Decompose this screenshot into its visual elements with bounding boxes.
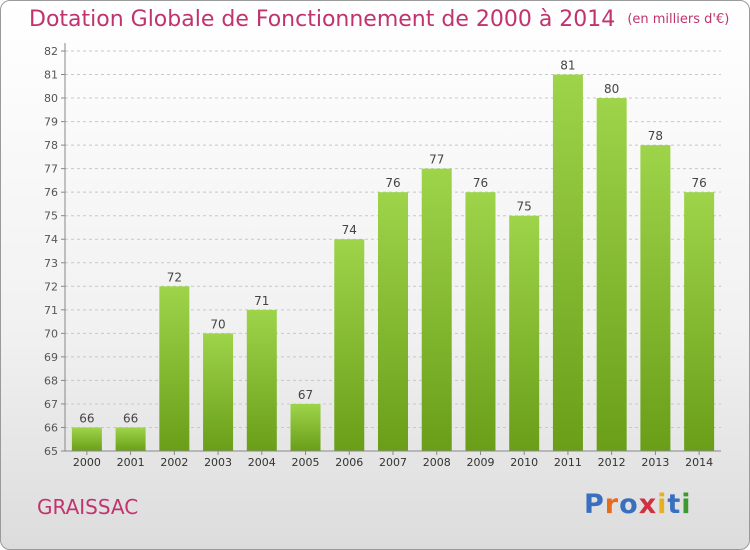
x-tick-label: 2008 [423,456,451,469]
x-tick-label: 2002 [160,456,188,469]
bar-value-label: 72 [167,270,182,284]
x-tick-label: 2003 [204,456,232,469]
bar-value-label: 66 [79,411,94,425]
logo-letter: x [638,489,658,520]
bar-value-label: 66 [123,411,138,425]
x-tick-label: 2004 [248,456,276,469]
x-tick-label: 2012 [598,456,626,469]
bar-value-label: 77 [429,153,444,167]
city-name: GRAISSAC [37,495,139,519]
bar-value-label: 76 [385,176,400,190]
x-tick-label: 2001 [117,456,145,469]
x-tick-label: 2006 [335,456,363,469]
y-tick-label: 72 [44,280,58,293]
bars: 66 66 72 70 71 67 74 76 77 76 75 81 80 78 76 [71,59,715,452]
x-tick-label: 2005 [292,456,320,469]
logo-letter: r [604,489,620,520]
x-tick-label: 2009 [466,456,494,469]
bar [684,192,715,452]
bar [465,192,496,452]
y-tick-label: 65 [44,445,58,458]
bar [203,333,234,451]
bar [378,192,408,452]
bar [509,215,540,451]
bar-value-label: 78 [648,129,663,143]
y-tick-label: 68 [44,374,58,387]
y-tick-label: 78 [44,139,58,152]
logo-letter: i [681,489,692,520]
y-tick-label: 75 [44,210,58,223]
bar [159,286,190,451]
y-tick-label: 82 [44,45,58,58]
bar-value-label: 74 [342,223,357,237]
title-text: Dotation Globale de Fonctionnement de 20… [29,7,616,32]
bar-value-label: 81 [560,59,575,73]
y-tick-label: 80 [44,92,58,105]
logo-letter: t [667,489,682,520]
bar-value-label: 76 [473,176,488,190]
logo-letter: o [619,489,639,520]
x-tick-label: 2007 [379,456,407,469]
y-tick-label: 70 [44,327,58,340]
bar [596,98,627,451]
bar-value-label: 75 [517,200,532,214]
bar-value-label: 70 [210,317,225,331]
x-tick-label: 2010 [510,456,538,469]
x-tick-label: 2011 [554,456,582,469]
x-tick-label: 2000 [73,456,101,469]
y-tick-label: 71 [44,304,58,317]
bar [115,427,146,451]
bar-value-label: 76 [691,176,706,190]
y-tick-label: 79 [44,116,58,129]
proxiti-logo[interactable]: Proxiti [584,489,692,520]
bar [246,309,277,451]
bar-value-label: 71 [254,294,269,308]
bar [640,145,671,451]
y-tick-label: 77 [44,163,58,176]
bar [71,427,102,451]
y-tick-label: 67 [44,398,58,411]
y-tick-label: 74 [44,233,58,246]
x-tick-label: 2014 [685,456,713,469]
y-tick-label: 66 [44,421,58,434]
bar-value-label: 80 [604,82,619,96]
axes: 65 66 67 68 69 70 71 72 73 74 75 76 77 78 79 80 81 82 2000… [44,43,721,469]
y-tick-label: 76 [44,186,58,199]
bar-value-label: 67 [298,388,313,402]
logo-letter: P [584,489,605,520]
bar [334,239,365,451]
y-tick-label: 81 [44,69,58,82]
bar [421,168,452,451]
chart-title: Dotation Globale de Fonctionnement de 20… [29,7,729,32]
x-tick-label: 2013 [641,456,669,469]
y-tick-label: 73 [44,257,58,270]
title-unit: (en milliers d'€) [627,12,730,27]
bar [552,74,583,451]
y-tick-label: 69 [44,351,58,364]
bar [290,403,321,451]
logo-letter: i [657,489,668,520]
